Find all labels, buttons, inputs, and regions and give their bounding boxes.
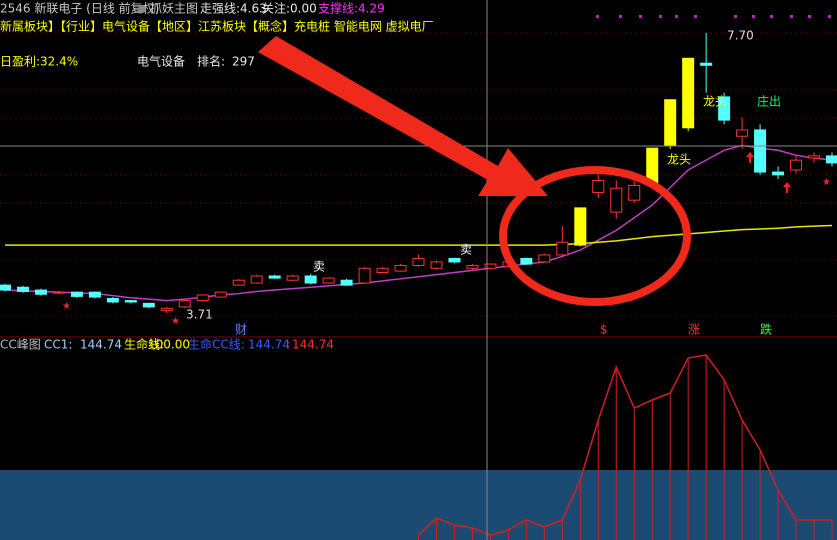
item-value: 100.00 — [148, 338, 190, 352]
candle-body — [250, 275, 263, 284]
profit: 日盈利:32.4% — [0, 55, 78, 69]
candle-body — [376, 267, 389, 273]
annotations: 卖 卖 3.71 7.70 龙头 龙头 庄出 财 $ 涨 跌 — [186, 29, 781, 337]
candle-body — [160, 307, 173, 311]
ma-line — [5, 224, 833, 246]
icon — [138, 5, 146, 13]
candle-body — [808, 155, 821, 159]
sell-label: 卖 — [460, 243, 472, 257]
leader-label: 龙头 — [703, 95, 727, 109]
candle-body — [304, 275, 317, 284]
svg-text:★: ★ — [62, 301, 71, 312]
item-value: 4.29 — [358, 2, 385, 16]
candle-body — [700, 62, 713, 66]
candle-body — [448, 257, 461, 263]
svg-text:★: ★ — [171, 316, 180, 327]
candle-body — [538, 254, 551, 263]
price-plot — [0, 33, 837, 314]
indicator-title: CC峰图 — [0, 338, 41, 352]
candle-body — [52, 291, 65, 294]
ma-line — [4, 144, 833, 302]
candle-body — [178, 300, 191, 308]
industry: 电气设备 — [137, 54, 185, 69]
svg-text:★: ★ — [822, 177, 831, 188]
candle-body — [736, 129, 749, 137]
sell-label: 卖 — [313, 260, 325, 274]
item-value: 4.63 — [240, 2, 267, 16]
stock-title: 2546 新联电子 (日线 前复权) — [0, 1, 159, 16]
low-label: 3.71 — [186, 308, 213, 322]
candle-body — [718, 96, 731, 121]
item-value: 144.74 — [248, 338, 290, 352]
signal-label: $ — [600, 323, 608, 337]
candle-body — [214, 291, 227, 298]
signal-label: 涨 — [688, 322, 700, 337]
item-label: 生命CC线: — [188, 337, 245, 352]
indicator-name: 抓妖主图 — [150, 2, 198, 16]
candle-body — [70, 291, 83, 297]
callout — [258, 36, 691, 306]
sector-line: 新属板块】【行业】电气设备【地区】江苏板块【概念】充电桩 智能电网 虚拟电厂 — [0, 19, 434, 34]
candle-body — [106, 297, 119, 303]
candle-body — [16, 286, 29, 292]
signal-label: 财 — [235, 323, 247, 337]
candle-body — [484, 263, 497, 269]
candle-body — [592, 179, 605, 193]
indicator-header: CC峰图 CC1: 144.74 生命线: 100.00 100.00 100.… — [0, 337, 334, 352]
life-line-area — [0, 469, 837, 540]
item-label: : — [286, 338, 290, 352]
item-label: 支撑线: — [318, 1, 358, 16]
candle-body — [754, 129, 767, 173]
candle-body — [232, 279, 245, 286]
markers: ★ ★ ★ — [62, 152, 831, 327]
candle-body — [142, 302, 155, 308]
candle-body — [394, 264, 407, 272]
candle-body — [34, 289, 47, 295]
candle-body — [790, 159, 803, 171]
candle-body — [664, 99, 677, 146]
signal-label: 跌 — [760, 322, 772, 337]
candle-body — [0, 284, 11, 291]
candle-body — [286, 275, 299, 281]
candle-body — [196, 294, 209, 302]
item-value: 144.74 — [80, 338, 122, 352]
candle-body — [772, 171, 785, 176]
candle-body — [88, 291, 101, 298]
rank: 297 — [232, 55, 255, 69]
candle-body — [358, 267, 371, 284]
high-label: 7.70 — [727, 29, 754, 43]
item-label: 生命线: — [124, 337, 164, 352]
candle-body — [412, 257, 425, 266]
candle-body — [826, 155, 837, 164]
candle-body — [556, 241, 569, 256]
candle-body — [574, 207, 587, 246]
item-value: 144.74 — [292, 338, 334, 352]
candle-body — [322, 277, 335, 284]
item-label: CC1: — [44, 338, 72, 352]
signal-dots — [596, 15, 831, 18]
candle-body — [340, 279, 353, 286]
grid — [0, 32, 837, 338]
rank-label: 排名: — [197, 54, 225, 69]
item-value: 0.00 — [290, 2, 317, 16]
candle-body — [610, 187, 623, 213]
candle-body — [268, 275, 281, 279]
candle-body — [124, 300, 137, 303]
leader-label: 龙头 — [667, 153, 691, 167]
item-label: 走强线: — [200, 2, 240, 16]
item-label: 关注: — [262, 1, 290, 16]
candle-body — [466, 264, 479, 269]
candle-body — [682, 57, 695, 129]
header: 2546 新联电子 (日线 前复权) 抓妖主图 走强线: 4.63 走强线: 关… — [0, 1, 434, 69]
candle-body — [628, 184, 641, 201]
candle-body — [430, 261, 443, 269]
candle-body — [520, 257, 533, 265]
exit-label: 庄出 — [757, 94, 781, 109]
